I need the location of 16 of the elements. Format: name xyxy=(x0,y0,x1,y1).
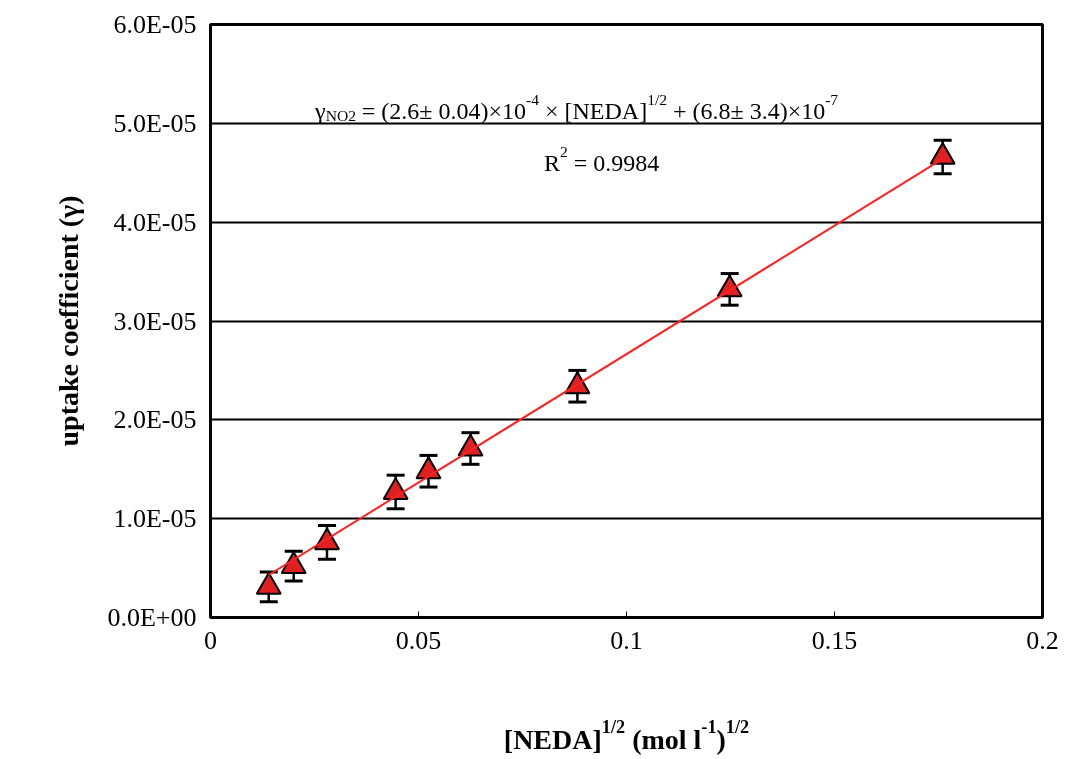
y-axis-title: uptake coefficient (γ) xyxy=(53,195,85,447)
y-tick-label: 3.0E-05 xyxy=(113,306,197,336)
y-tick-label: 2.0E-05 xyxy=(113,405,197,435)
y-tick-label: 4.0E-05 xyxy=(113,207,197,237)
point xyxy=(929,142,956,165)
x-tick-label: 0.2 xyxy=(1026,625,1059,655)
x-tick-label: 0 xyxy=(204,625,217,655)
y-tick-label: 0.0E+00 xyxy=(107,603,197,632)
y-tick-label: 1.0E-05 xyxy=(113,504,197,534)
x-tick-label: 0.1 xyxy=(610,625,643,655)
point xyxy=(280,551,307,575)
point xyxy=(255,572,282,595)
x-tick-label: 0.05 xyxy=(395,625,442,655)
x-tick-label: 0.15 xyxy=(811,625,858,655)
y-tick-label: 6.0E-05 xyxy=(113,10,197,39)
y-tick-label: 5.0E-05 xyxy=(113,108,197,138)
